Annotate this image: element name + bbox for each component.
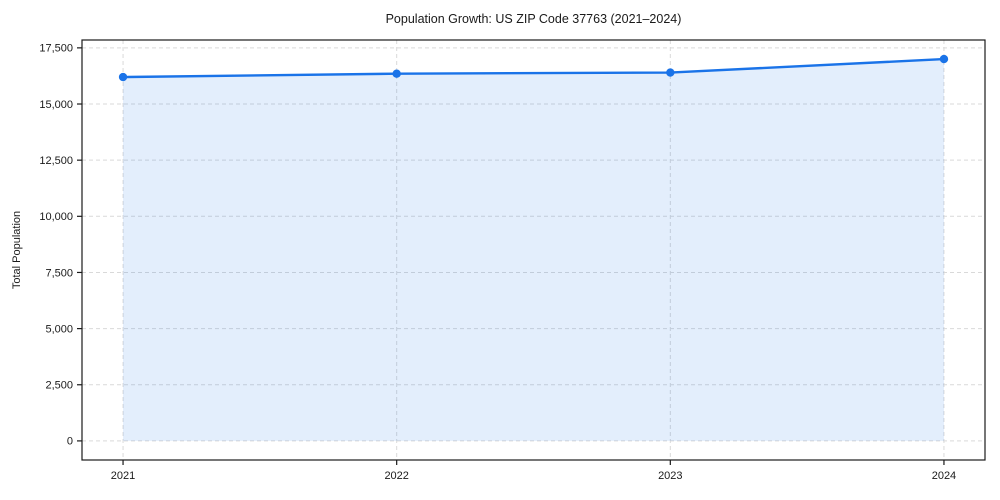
x-tick-label: 2021 bbox=[111, 470, 135, 482]
x-tick-label: 2022 bbox=[384, 470, 408, 482]
y-tick-label: 2,500 bbox=[45, 380, 73, 392]
data-point-2022 bbox=[392, 69, 401, 78]
chart-title: Population Growth: US ZIP Code 37763 (20… bbox=[385, 12, 682, 26]
y-tick-label: 5,000 bbox=[45, 323, 73, 335]
area-fill bbox=[123, 59, 944, 441]
y-tick-label: 17,500 bbox=[39, 43, 73, 55]
y-tick-label: 15,000 bbox=[39, 99, 73, 111]
data-point-2021 bbox=[118, 72, 128, 82]
trend-line bbox=[121, 57, 946, 79]
data-point-2024 bbox=[939, 54, 949, 64]
x-tick-label: 2023 bbox=[658, 470, 682, 482]
data-point-2023 bbox=[666, 68, 675, 77]
y-tick-label: 12,500 bbox=[39, 155, 73, 167]
plot-border bbox=[81, 39, 986, 461]
y-tick-label: 0 bbox=[67, 436, 73, 448]
y-tick-label: 10,000 bbox=[39, 211, 73, 223]
x-tick-label: 2024 bbox=[932, 470, 956, 482]
y-tick-label: 7,500 bbox=[45, 267, 73, 279]
